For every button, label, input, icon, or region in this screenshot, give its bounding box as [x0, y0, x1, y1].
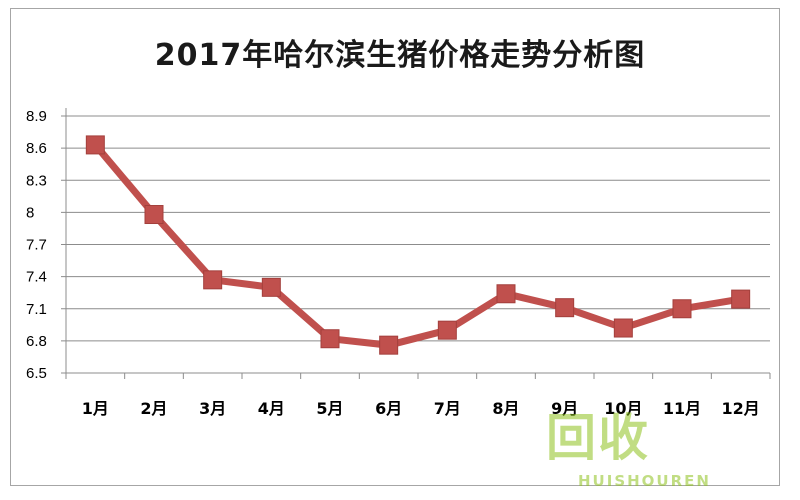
y-tick-label: 7.7 [26, 237, 47, 254]
x-tick-label: 12月 [722, 399, 760, 418]
y-tick-label: 8.3 [26, 172, 47, 189]
tick-labels: 6.5 6.8 7.1 7.4 7.7 8 8.3 8.6 8.9 1月 2月 3月 4月 5月 6月 7月 8… [26, 108, 760, 418]
x-tick-label: 4月 [258, 399, 285, 418]
watermark-subtext: HUISHOUREN [578, 472, 711, 490]
series-line [91, 141, 745, 349]
x-tick-label: 1月 [82, 399, 109, 418]
y-tick-label: 8 [26, 204, 34, 221]
data-point [261, 277, 281, 297]
data-point [555, 298, 575, 318]
x-tick-label: 10月 [604, 399, 642, 418]
data-point [85, 135, 105, 155]
data-point [437, 320, 457, 340]
y-tick-label: 7.1 [26, 301, 47, 318]
x-tick-label: 7月 [434, 399, 461, 418]
gridlines [61, 115, 770, 374]
series-price [85, 135, 751, 355]
data-point [613, 318, 633, 338]
data-point [672, 299, 692, 319]
y-tick-label: 6.8 [26, 333, 47, 350]
x-tick-label: 5月 [316, 399, 343, 418]
y-tick-label: 8.9 [26, 108, 47, 125]
y-tick-label: 7.4 [26, 269, 47, 286]
x-tick-label: 11月 [663, 399, 701, 418]
watermark-logo: 回收 HUISHOUREN [538, 398, 778, 498]
y-tick-label: 6.5 [26, 365, 47, 382]
chart-title: 2017年哈尔滨生猪价格走势分析图 [154, 38, 646, 73]
data-point [379, 335, 399, 355]
x-tick-label: 9月 [551, 399, 578, 418]
y-tick-label: 8.6 [26, 140, 47, 157]
axes [65, 108, 771, 379]
x-tick-label: 6月 [375, 399, 402, 418]
x-tick-label: 3月 [199, 399, 226, 418]
data-point [203, 270, 223, 290]
x-tick-label: 8月 [492, 399, 519, 418]
data-point [731, 289, 751, 309]
chart-frame [10, 8, 780, 486]
x-tick-label: 2月 [140, 399, 167, 418]
data-point [496, 284, 516, 304]
data-point [144, 205, 164, 225]
data-point [320, 329, 340, 349]
watermark-text: 回收 [546, 409, 650, 467]
